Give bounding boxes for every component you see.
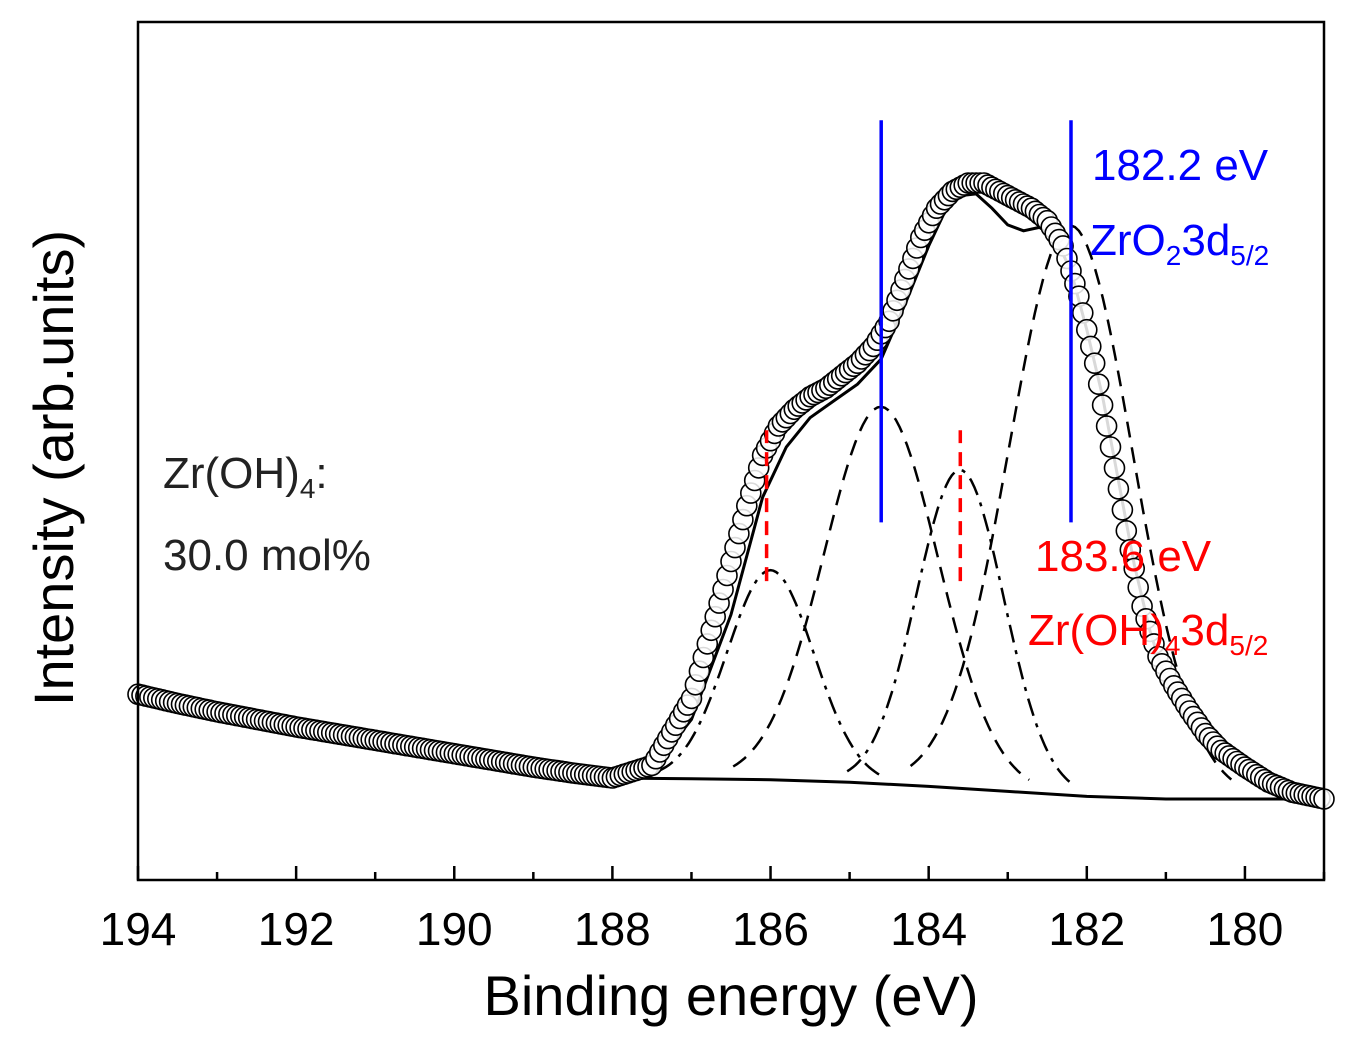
- y-axis-label: Intensity (arb.units): [22, 230, 85, 706]
- x-tick-label: 182: [1048, 903, 1125, 955]
- zro2-species-label: ZrO23d5/2: [1090, 216, 1269, 271]
- x-tick-label: 180: [1207, 903, 1284, 955]
- x-tick-label: 184: [890, 903, 967, 955]
- background-line: [612, 776, 1324, 801]
- x-tick-label: 188: [574, 903, 651, 955]
- zroh4-energy-label: 183.6 eV: [1035, 532, 1212, 581]
- x-tick-label: 190: [416, 903, 493, 955]
- x-axis-ticks: 194 192 190 188 186 184 182 180: [100, 866, 1326, 955]
- data-point: [1103, 457, 1126, 479]
- component-curve-0: [656, 568, 885, 779]
- x-tick-label: 186: [732, 903, 809, 955]
- zroh4-species-label: Zr(OH)43d5/2: [1028, 606, 1268, 661]
- x-tick-label: 192: [258, 903, 335, 955]
- zro2-energy-label: 182.2 eV: [1092, 141, 1269, 190]
- sample-label-formula: Zr(OH)4:: [163, 449, 328, 504]
- x-axis-label: Binding energy (eV): [484, 964, 979, 1027]
- data-point: [1107, 478, 1130, 500]
- data-point: [1095, 415, 1118, 437]
- sample-label-value: 30.0 mol%: [163, 531, 371, 580]
- x-tick-label: 194: [100, 903, 177, 955]
- data-point: [1083, 352, 1106, 375]
- data-points: [127, 172, 1335, 810]
- data-point: [1091, 394, 1114, 416]
- reference-lines: [764, 120, 1073, 582]
- plot-frame: [136, 20, 1326, 882]
- data-point: [1099, 436, 1122, 458]
- data-point: [1111, 499, 1134, 521]
- data-point: [1087, 373, 1110, 396]
